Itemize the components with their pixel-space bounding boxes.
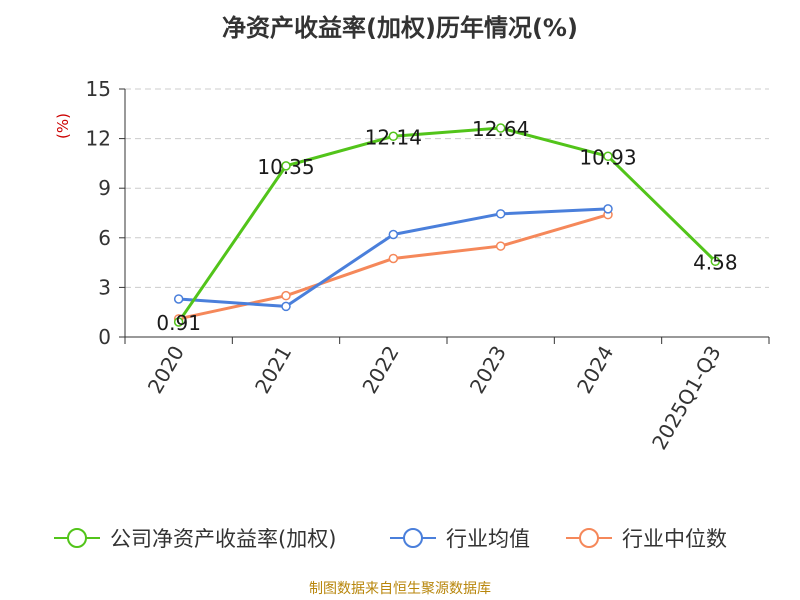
y-axis-label: (%)	[54, 113, 72, 139]
data-label: 0.91	[156, 311, 201, 335]
data-point	[603, 204, 613, 214]
data-source-note: 制图数据来自恒生聚源数据库	[309, 581, 491, 597]
legend-marker	[579, 528, 599, 548]
x-tick-label: 2022	[357, 342, 403, 398]
data-point	[603, 151, 613, 162]
legend-marker	[67, 528, 87, 548]
data-point	[281, 290, 291, 301]
data-point	[173, 317, 184, 327]
x-tick-label: 2020	[143, 342, 189, 398]
y-tick-label: 15	[86, 77, 111, 101]
gridlines	[125, 88, 769, 288]
data-point	[495, 123, 506, 133]
x-tick-label: 2023	[465, 342, 511, 398]
data-label: 10.35	[257, 155, 314, 179]
legend-marker	[403, 528, 423, 548]
legend-label: 行业均值	[446, 527, 530, 551]
data-point	[495, 241, 506, 251]
data-point	[281, 161, 291, 171]
data-label: 12.14	[365, 125, 422, 149]
data-label: 12.64	[472, 117, 529, 141]
y-tick-label: 0	[98, 325, 111, 349]
data-label: 4.58	[693, 250, 738, 274]
x-tick-label: 2025Q1-Q3	[647, 342, 726, 454]
data-point	[495, 209, 506, 219]
chart-title: 净资产收益率(加权)历年情况(%)	[222, 14, 578, 42]
legend: 公司净资产收益率(加权) 行业均值 行业中位数	[54, 527, 727, 551]
x-tick-label: 2021	[250, 342, 296, 398]
data-point	[281, 301, 291, 312]
y-tick-label: 3	[98, 275, 111, 299]
series-line	[177, 126, 717, 323]
y-tick-label: 6	[98, 226, 111, 250]
data-point	[388, 253, 399, 264]
y-tick-label: 12	[86, 127, 111, 151]
legend-label: 公司净资产收益率(加权)	[110, 527, 336, 551]
data-label: 10.93	[579, 145, 636, 169]
x-tick-label: 2024	[572, 342, 618, 398]
data-labels: 0.91 10.35 12.14 12.64 10.93 4.58	[156, 117, 737, 335]
legend-label: 行业中位数	[622, 527, 727, 551]
data-point	[710, 256, 721, 267]
data-points	[173, 123, 721, 327]
data-point	[173, 294, 184, 304]
data-point	[388, 229, 399, 240]
data-point	[388, 131, 399, 142]
y-tick-label: 9	[98, 176, 111, 200]
